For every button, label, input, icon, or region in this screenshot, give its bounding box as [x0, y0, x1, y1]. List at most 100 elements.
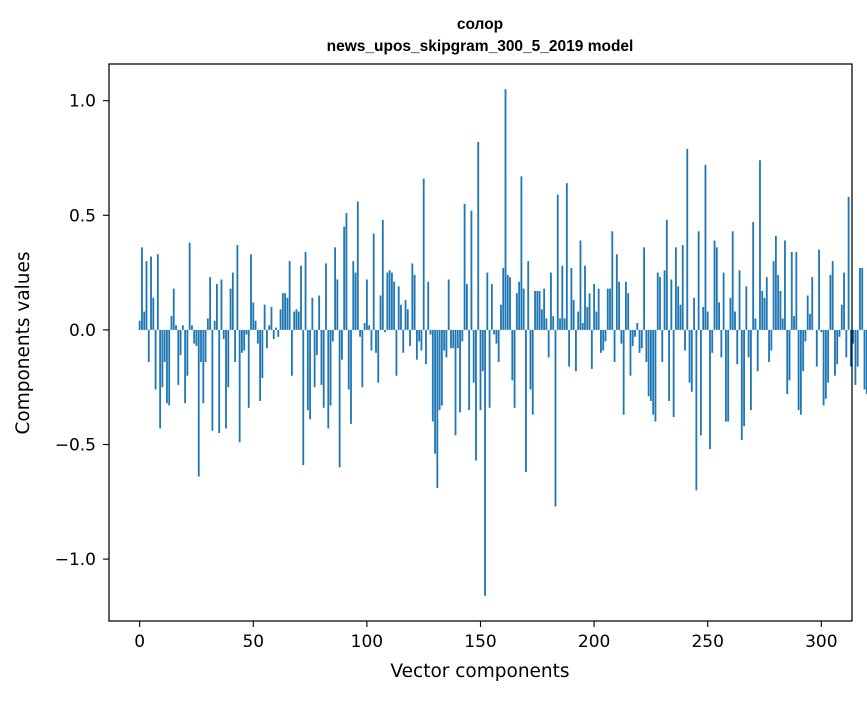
bar [239, 330, 241, 442]
bar [807, 296, 809, 330]
bar [727, 330, 729, 422]
bar [311, 298, 313, 330]
bar [848, 197, 850, 330]
bar [139, 321, 141, 330]
bar [845, 330, 847, 358]
bar [496, 330, 498, 344]
bar [364, 323, 366, 330]
bar [627, 293, 629, 330]
bar [752, 222, 754, 330]
bar [198, 330, 200, 477]
bar [396, 330, 398, 376]
bar [539, 291, 541, 330]
bar [670, 279, 672, 329]
bar [675, 247, 677, 330]
bar [566, 183, 568, 330]
bar [443, 330, 445, 351]
bar [652, 330, 654, 415]
bar [520, 176, 522, 330]
bar [200, 330, 202, 362]
bar [161, 330, 163, 387]
bar [243, 330, 245, 351]
bar [446, 330, 448, 358]
bar [511, 330, 513, 380]
bar [468, 330, 470, 410]
bar [514, 330, 516, 408]
bar [314, 330, 316, 387]
bar [330, 330, 332, 406]
bar [800, 330, 802, 415]
bar [291, 330, 293, 376]
bar [591, 330, 593, 369]
bar [757, 330, 759, 371]
bar [302, 330, 304, 465]
bar [218, 330, 220, 433]
bar [359, 330, 361, 337]
bar [816, 330, 818, 367]
bar [605, 330, 607, 341]
bar [236, 245, 238, 330]
bar [332, 330, 334, 341]
bar [555, 330, 557, 507]
bar [700, 330, 702, 435]
bar [280, 309, 282, 330]
bar [339, 330, 341, 468]
bar [357, 202, 359, 330]
bar [143, 312, 145, 330]
bar [457, 330, 459, 348]
bar [484, 330, 486, 596]
bar [664, 270, 666, 330]
bar [777, 275, 779, 330]
bar [823, 330, 825, 406]
bar [421, 330, 423, 351]
bar [402, 330, 404, 353]
bar [677, 286, 679, 330]
bar [836, 330, 838, 364]
y-tick-label: 0.0 [69, 321, 96, 341]
bar [641, 330, 643, 348]
bar [282, 293, 284, 330]
bar [798, 330, 800, 410]
bar [564, 318, 566, 329]
bar [525, 330, 527, 472]
bar [230, 289, 232, 330]
bar [202, 330, 204, 403]
bar [620, 330, 622, 344]
bar [843, 273, 845, 330]
bar [509, 277, 511, 330]
bar [702, 307, 704, 330]
bar [830, 275, 832, 330]
bar [348, 330, 350, 390]
bar [414, 275, 416, 330]
bar [352, 261, 354, 330]
bar [196, 330, 198, 346]
bar [382, 220, 384, 330]
bar [186, 330, 188, 376]
bar [193, 330, 195, 344]
bar [502, 268, 504, 330]
bar [448, 279, 450, 329]
bar [795, 252, 797, 330]
bar [630, 330, 632, 376]
bar [409, 330, 411, 346]
bar [755, 318, 757, 329]
bar [593, 284, 595, 330]
bar [423, 179, 425, 330]
bar [861, 268, 863, 330]
bar [318, 296, 320, 330]
bar [246, 330, 248, 335]
bar [316, 330, 318, 355]
bar [575, 330, 577, 371]
bar [559, 318, 561, 329]
bar [839, 330, 841, 337]
bar [761, 291, 763, 330]
bar [536, 291, 538, 330]
bar [450, 330, 452, 348]
bar [695, 330, 697, 490]
bar [623, 330, 625, 415]
bar [645, 330, 647, 362]
bar [545, 318, 547, 329]
bar [268, 325, 270, 330]
bar [589, 293, 591, 330]
